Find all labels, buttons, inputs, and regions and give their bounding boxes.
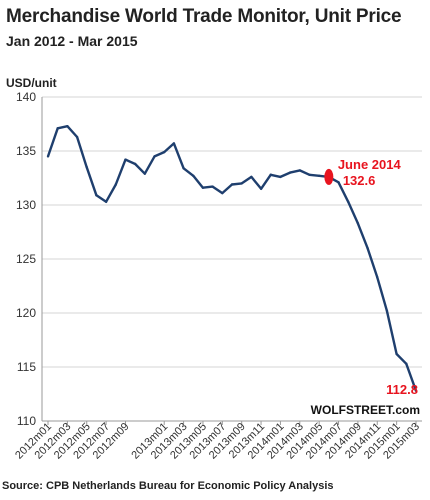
june-2014-label: June 2014 xyxy=(338,157,402,172)
data-point-2012m03 xyxy=(66,124,69,128)
data-point-2014m08 xyxy=(347,200,350,203)
data-point-2012m11 xyxy=(143,172,147,175)
data-point-2013m02 xyxy=(172,142,176,145)
y-tick-label: 140 xyxy=(16,90,36,104)
data-point-2012m06 xyxy=(95,194,98,197)
data-point-2013m10 xyxy=(250,175,253,179)
june-2014-value: 132.6 xyxy=(343,173,376,188)
chart-subtitle: Jan 2012 - Mar 2015 xyxy=(6,33,138,49)
data-point-2012m09 xyxy=(124,158,127,161)
data-point-2014m01 xyxy=(279,175,282,179)
wolfstreet-watermark: WOLFSTREET.com xyxy=(311,403,420,417)
data-point-2012m08 xyxy=(114,183,117,186)
data-point-2012m04 xyxy=(75,135,79,139)
gridlines xyxy=(42,96,422,422)
data-point-2013m09 xyxy=(240,182,243,185)
data-point-2013m11 xyxy=(259,187,263,190)
data-point-2014m09 xyxy=(356,222,360,225)
data-point-2014m11 xyxy=(376,276,379,279)
data-point-2013m01 xyxy=(163,150,166,154)
data-point-2014m04 xyxy=(308,173,311,176)
data-point-2014m07 xyxy=(337,181,340,184)
data-point-2013m05 xyxy=(201,186,205,189)
data-point-2014m02 xyxy=(288,171,292,174)
data-point-2015m02 xyxy=(405,362,408,365)
data-point-2012m10 xyxy=(133,162,137,166)
y-tick-label: 110 xyxy=(17,414,36,428)
y-axis: 110 115 120 125 130 135 140 xyxy=(16,90,422,428)
june-2014-marker xyxy=(324,168,334,185)
data-point-2012m12 xyxy=(153,155,156,158)
source-note: Source: CPB Netherlands Bureau for Econo… xyxy=(2,480,334,492)
data-point-2013m04 xyxy=(192,174,195,178)
last-value-label: 112.8 xyxy=(386,382,418,397)
data-point-2012m02 xyxy=(56,127,59,130)
y-tick-label: 130 xyxy=(16,198,36,212)
data-point-2015m03 xyxy=(414,389,418,392)
data-point-2013m12 xyxy=(269,173,272,176)
data-point-2013m06 xyxy=(211,185,214,188)
data-point-2012m01 xyxy=(46,155,50,158)
data-point-2012m05 xyxy=(85,166,88,169)
y-axis-unit-label: USD/unit xyxy=(6,76,57,90)
data-point-2013m07 xyxy=(221,191,224,195)
x-axis: 2012m012012m032012m052012m072012m092013m… xyxy=(13,421,422,462)
chart-title: Merchandise World Trade Monitor, Unit Pr… xyxy=(6,6,402,27)
data-point-2013m03 xyxy=(182,167,185,170)
data-point-2013m08 xyxy=(230,183,234,186)
data-point-2014m12 xyxy=(385,309,389,313)
data-point-2015m01 xyxy=(395,352,398,356)
data-points xyxy=(46,124,418,392)
data-point-2012m07 xyxy=(104,200,108,203)
data-point-2014m05 xyxy=(317,174,321,178)
y-tick-label: 120 xyxy=(16,306,36,320)
data-point-2014m03 xyxy=(298,169,301,172)
data-point-2014m10 xyxy=(366,247,369,250)
y-tick-label: 115 xyxy=(17,360,36,374)
y-tick-label: 135 xyxy=(16,144,36,158)
y-tick-label: 125 xyxy=(16,252,36,266)
